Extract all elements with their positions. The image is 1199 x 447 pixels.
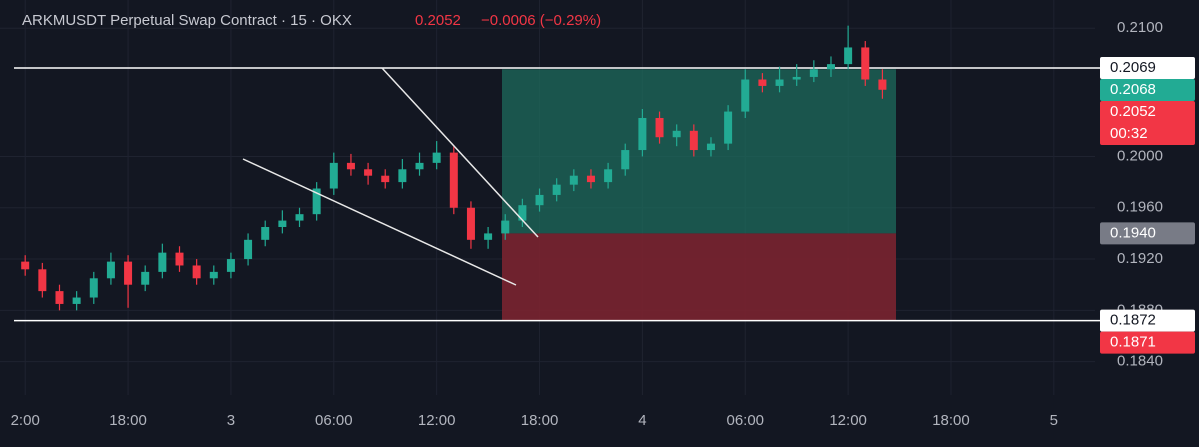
candle-body bbox=[466, 207, 475, 240]
candle-body bbox=[364, 169, 373, 176]
price-label: 0.2068 bbox=[1110, 81, 1156, 98]
countdown: 00:32 bbox=[1110, 125, 1148, 142]
candle-body bbox=[106, 261, 115, 279]
candle-body bbox=[449, 152, 458, 208]
candle-body bbox=[758, 79, 767, 86]
candle-body bbox=[741, 79, 750, 112]
candle-body bbox=[415, 162, 424, 170]
y-tick-label: 0.2000 bbox=[1117, 147, 1163, 164]
price-change: −0.0006 (−0.29%) bbox=[481, 12, 601, 29]
candle-body bbox=[209, 271, 218, 279]
trend-line bbox=[242, 158, 517, 286]
candle-body bbox=[38, 269, 47, 292]
x-tick-label: 12:00 bbox=[829, 412, 867, 429]
candle-body bbox=[724, 111, 733, 144]
candle-body bbox=[501, 220, 510, 234]
candle-body bbox=[689, 130, 698, 151]
candle-body bbox=[55, 291, 64, 304]
x-tick-label: 5 bbox=[1050, 412, 1058, 429]
x-tick-label: 18:00 bbox=[932, 412, 970, 429]
price-label: 0.2052 bbox=[1110, 103, 1156, 120]
horizontal-lines bbox=[14, 67, 1100, 322]
candle-body bbox=[312, 188, 321, 215]
candle-body bbox=[89, 278, 98, 298]
candle-body bbox=[244, 239, 253, 260]
candle-body bbox=[518, 205, 527, 221]
candle-body bbox=[672, 130, 681, 138]
x-tick-label: 4 bbox=[638, 412, 646, 429]
candle-body bbox=[655, 117, 664, 138]
price-label-box bbox=[1100, 309, 1195, 332]
price-label-box bbox=[1100, 100, 1195, 145]
candle-body bbox=[706, 143, 715, 151]
price-label-box bbox=[1100, 331, 1195, 354]
price-labels: 0.2069 0.2068 0.2052 00:32 0.1940 0.1872 0.187… bbox=[1100, 56, 1195, 354]
candle-body bbox=[226, 259, 235, 272]
candle-body bbox=[638, 117, 647, 151]
position bbox=[502, 69, 896, 321]
candle-body bbox=[21, 261, 30, 270]
candle-body bbox=[552, 184, 561, 195]
candle-body bbox=[432, 152, 441, 163]
candle-body bbox=[569, 175, 578, 185]
candles bbox=[21, 25, 887, 311]
axes: 0.21000.20000.19600.19200.18800.18402:00… bbox=[11, 19, 1163, 429]
candle-body bbox=[809, 69, 818, 77]
candle-body bbox=[398, 169, 407, 183]
candle-body bbox=[141, 271, 150, 285]
candle-body bbox=[158, 252, 167, 272]
candle-body bbox=[192, 265, 201, 279]
price-label: 0.2069 bbox=[1110, 59, 1156, 76]
price-label: 0.1871 bbox=[1110, 334, 1156, 351]
y-tick-label: 0.1840 bbox=[1117, 353, 1163, 370]
price-label-box bbox=[1100, 78, 1195, 101]
candle-body bbox=[278, 220, 287, 227]
y-tick-label: 0.1960 bbox=[1117, 199, 1163, 216]
loss-zone bbox=[502, 233, 896, 321]
x-tick-label: 12:00 bbox=[418, 412, 456, 429]
price-label: 0.1940 bbox=[1110, 224, 1156, 241]
profit-zone bbox=[502, 69, 896, 234]
chart-title: ARKMUSDT Perpetual Swap Contract · 15 · … bbox=[22, 12, 352, 29]
trend-line bbox=[381, 67, 539, 238]
candle-body bbox=[775, 79, 784, 86]
candle-body bbox=[844, 47, 853, 65]
last-price: 0.2052 bbox=[415, 12, 461, 29]
x-tick-label: 2:00 bbox=[11, 412, 40, 429]
candle-body bbox=[295, 214, 304, 221]
candle-body bbox=[124, 261, 133, 285]
candle-body bbox=[878, 79, 887, 90]
candle-body bbox=[826, 64, 835, 70]
x-tick-label: 18:00 bbox=[109, 412, 147, 429]
candle-body bbox=[535, 194, 544, 206]
x-tick-label: 06:00 bbox=[315, 412, 353, 429]
y-tick-label: 0.2100 bbox=[1117, 19, 1163, 36]
price-label-box bbox=[1100, 222, 1195, 245]
x-tick-label: 06:00 bbox=[726, 412, 764, 429]
candle-body bbox=[861, 47, 870, 80]
candle-body bbox=[621, 150, 630, 170]
y-tick-label: 0.1920 bbox=[1117, 250, 1163, 267]
price-label: 0.1872 bbox=[1110, 312, 1156, 329]
x-tick-label: 18:00 bbox=[521, 412, 559, 429]
candle-body bbox=[346, 162, 355, 170]
candle-body bbox=[604, 169, 613, 183]
candle-body bbox=[381, 175, 390, 183]
candle-body bbox=[484, 233, 493, 240]
candle-body bbox=[792, 76, 801, 80]
x-tick-label: 3 bbox=[227, 412, 235, 429]
candle-body bbox=[329, 162, 338, 189]
price-label-box bbox=[1100, 56, 1195, 79]
candle-body bbox=[586, 175, 595, 183]
candle-body bbox=[72, 297, 81, 304]
candle-body bbox=[175, 252, 184, 266]
candle-body bbox=[261, 226, 270, 240]
